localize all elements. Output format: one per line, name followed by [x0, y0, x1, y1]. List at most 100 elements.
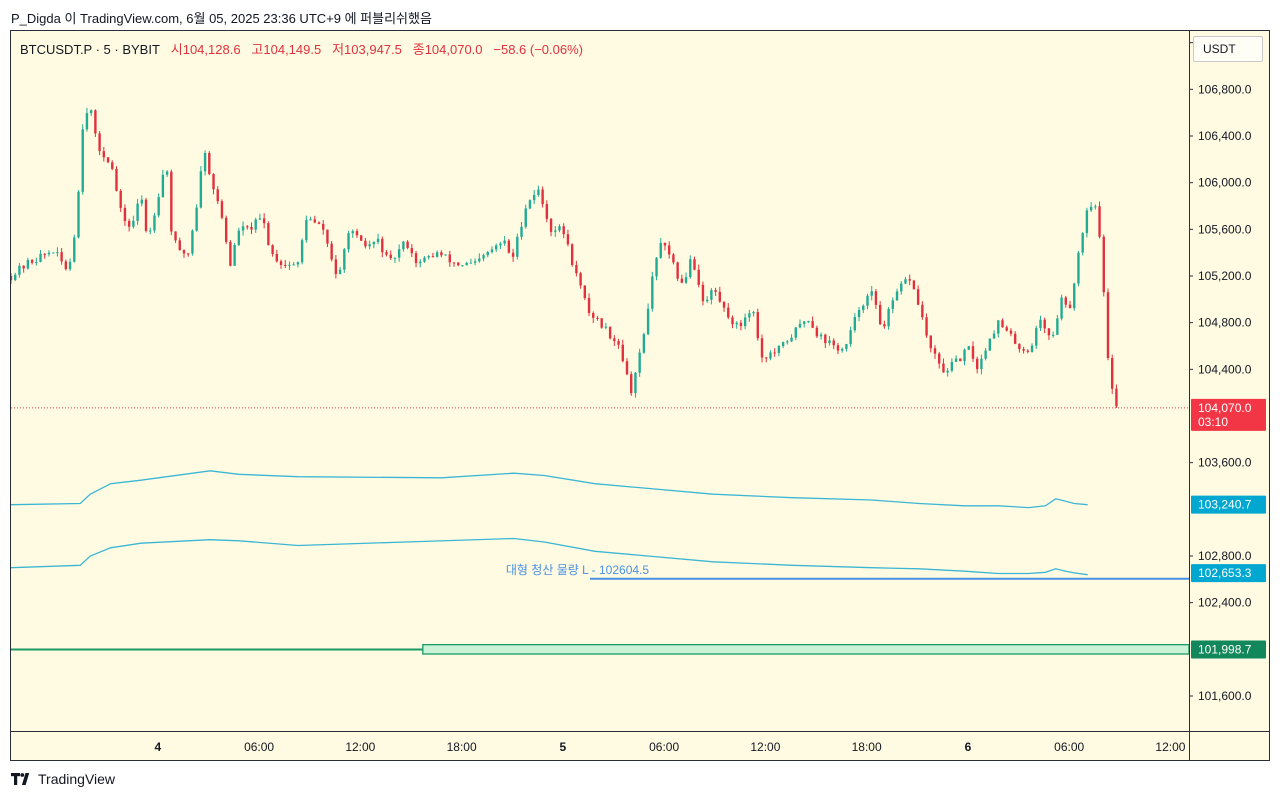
candle-body — [988, 338, 992, 351]
candle-body — [359, 235, 363, 241]
candle-body — [933, 348, 937, 354]
y-tick-label: 105,600.0 — [1198, 222, 1252, 236]
candle-body — [440, 252, 443, 256]
candle-body — [722, 301, 726, 308]
candle-body — [507, 240, 511, 253]
band-line-upper — [11, 470, 1088, 509]
candle-body — [490, 249, 494, 253]
candle-body — [1051, 334, 1055, 336]
candle-body — [233, 244, 236, 266]
candle-body — [511, 252, 515, 257]
candle-body — [39, 253, 42, 262]
candle-body — [549, 218, 553, 232]
candle-body — [1030, 345, 1034, 352]
candle-body — [161, 174, 165, 198]
candle-body — [832, 340, 835, 346]
band-lower-badge[interactable]: 102,653.3 — [1191, 564, 1266, 583]
candle-body — [853, 317, 857, 331]
support-zone[interactable] — [422, 644, 1190, 655]
candle-body — [963, 349, 966, 362]
candle-body — [229, 241, 232, 266]
candle-body — [596, 317, 599, 319]
candle-body — [718, 291, 722, 302]
candle-body — [1094, 206, 1097, 208]
candle-body — [689, 259, 692, 278]
footer-brand[interactable]: TradingView — [11, 771, 115, 787]
candle-body — [836, 345, 840, 351]
chart-frame[interactable]: 대형 청산 물량 L - 102604.5 107,200.0106,800.0… — [10, 30, 1270, 761]
candle-body — [102, 151, 106, 158]
candle-body — [224, 217, 228, 242]
candle-body — [992, 333, 996, 339]
currency-button[interactable]: USDT — [1193, 36, 1263, 62]
band-upper-badge[interactable]: 103,240.7 — [1191, 495, 1266, 514]
legend-symbol[interactable]: BTCUSDT.P · 5 · BYBIT — [20, 42, 160, 57]
candle-body — [916, 289, 920, 305]
candle-body — [807, 321, 810, 323]
candle-body — [94, 110, 97, 134]
candle-body — [89, 110, 93, 114]
candle-body — [431, 256, 435, 258]
candle-body — [165, 171, 169, 175]
candle-body — [646, 308, 650, 335]
candle-body — [735, 322, 738, 325]
candle-body — [73, 237, 76, 262]
candle-body — [663, 242, 667, 246]
candle-body — [237, 230, 241, 245]
candle-body — [1039, 319, 1042, 329]
candle-body — [275, 253, 279, 262]
candle-body — [705, 299, 709, 302]
candle-body — [752, 312, 755, 314]
candle-body — [330, 243, 333, 260]
candle-body — [1022, 349, 1025, 351]
candle-body — [938, 353, 941, 364]
candle-body — [444, 254, 447, 256]
candle-body — [267, 223, 270, 246]
candle-body — [537, 189, 540, 195]
candle-body — [592, 312, 595, 318]
candle-body — [288, 264, 291, 266]
candle-body — [195, 207, 198, 231]
candle-body — [254, 219, 257, 230]
candle-body — [47, 252, 51, 255]
candle-body — [562, 226, 565, 235]
last-price-badge-text: 03:10 — [1198, 415, 1228, 429]
support-badge[interactable]: 101,998.7 — [1191, 640, 1266, 659]
candle-body — [30, 260, 34, 263]
candle-body — [258, 218, 262, 220]
candle-body — [651, 276, 654, 309]
candle-body — [11, 276, 13, 281]
candle-body — [786, 341, 789, 343]
candle-body — [959, 358, 962, 362]
candle-body — [1060, 297, 1063, 319]
candle-body — [748, 313, 751, 318]
candle-body — [1106, 292, 1110, 359]
candle-body — [1043, 319, 1046, 329]
candle-body — [435, 252, 439, 257]
candle-body — [448, 254, 451, 263]
candle-body — [106, 157, 110, 163]
candle-body — [765, 357, 768, 359]
price-chart[interactable]: 대형 청산 물량 L - 102604.5 107,200.0106,800.0… — [11, 31, 1269, 760]
support-badge-bg — [1191, 640, 1266, 659]
candle-body — [115, 168, 118, 191]
candle-body — [866, 295, 869, 306]
candle-body — [60, 252, 63, 262]
candle-body — [486, 252, 489, 256]
candle-body — [760, 338, 764, 358]
y-tick-label: 104,400.0 — [1198, 362, 1252, 376]
candle-body — [279, 261, 283, 265]
candle-body — [870, 291, 873, 296]
candle-body — [423, 257, 426, 262]
candle-body — [1085, 210, 1089, 234]
legend-low: 103,947.5 — [344, 42, 402, 57]
candle-body — [305, 219, 308, 241]
candle-body — [655, 257, 658, 277]
last-price-badge[interactable]: 104,070.003:10 — [1191, 398, 1266, 431]
band-upper-badge-bg — [1191, 495, 1266, 514]
candle-body — [191, 230, 194, 254]
candle-body — [241, 226, 245, 231]
candle-body — [368, 244, 371, 247]
candle-body — [182, 250, 186, 254]
candle-body — [153, 215, 156, 231]
